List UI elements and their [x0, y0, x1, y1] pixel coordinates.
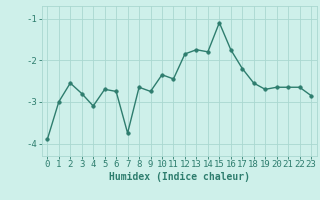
X-axis label: Humidex (Indice chaleur): Humidex (Indice chaleur): [109, 172, 250, 182]
